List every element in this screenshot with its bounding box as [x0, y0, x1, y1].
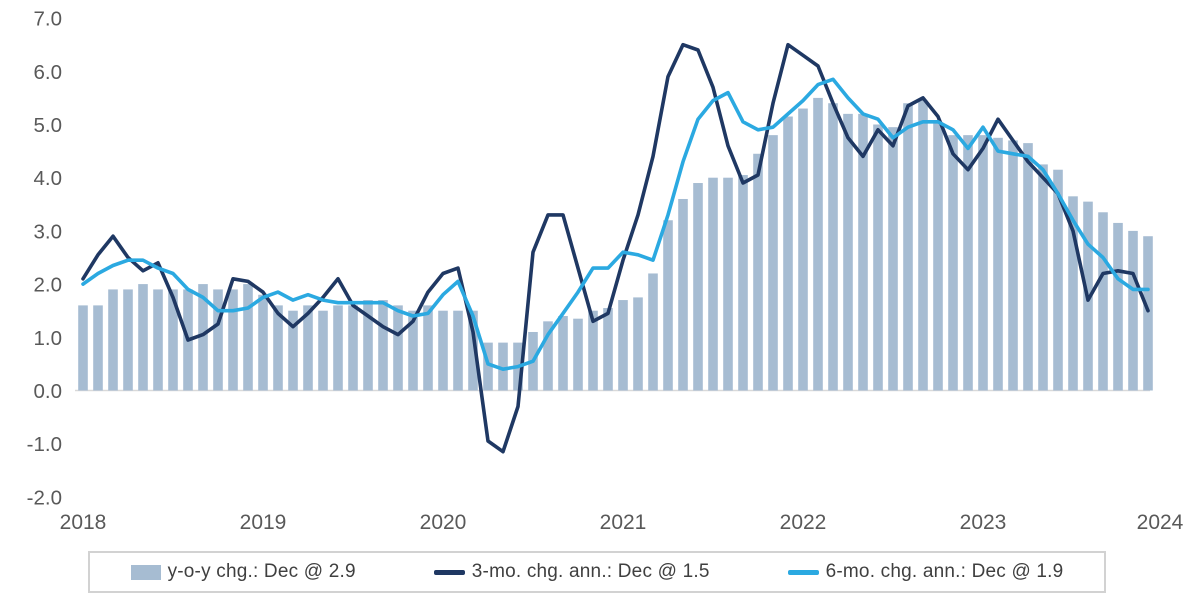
bar: [903, 103, 913, 391]
bar: [453, 310, 463, 391]
bar: [1068, 196, 1078, 391]
bar: [363, 300, 373, 391]
bar: [168, 289, 178, 391]
bar: [273, 305, 283, 391]
bar: [858, 113, 868, 391]
y-axis-tick-label: 5.0: [34, 114, 63, 137]
y-axis-tick-label: 0.0: [34, 380, 63, 403]
bar: [123, 289, 133, 391]
bar: [963, 135, 973, 391]
bar: [663, 220, 673, 391]
legend-item-6mo: 6-mo. chg. ann.: Dec @ 1.9: [787, 561, 1064, 583]
bar: [813, 97, 823, 391]
line-swatch-6mo: [787, 569, 819, 575]
bar: [933, 121, 943, 391]
bar: [408, 310, 418, 391]
bar-swatch: [130, 564, 161, 580]
bar: [1098, 212, 1108, 391]
bar: [423, 305, 433, 391]
x-axis-tick-label: 2024: [1137, 511, 1184, 534]
bar: [873, 124, 883, 391]
bar: [303, 305, 313, 391]
bar: [288, 310, 298, 391]
x-axis-tick-label: 2018: [60, 511, 107, 534]
bar: [888, 127, 898, 391]
line-3mo: [81, 42, 1150, 454]
bar: [1038, 164, 1048, 391]
bar: [603, 308, 613, 391]
y-axis-tick-label: 1.0: [34, 327, 63, 350]
bar: [798, 108, 808, 391]
bar: [78, 305, 88, 391]
bar: [783, 116, 793, 391]
bar: [198, 284, 208, 391]
legend-label-3mo: 3-mo. chg. ann.: Dec @ 1.5: [471, 561, 710, 582]
legend-label-6mo: 6-mo. chg. ann.: Dec @ 1.9: [825, 561, 1064, 582]
bar: [1113, 222, 1123, 391]
bar: [138, 284, 148, 391]
bar: [108, 289, 118, 391]
bar: [498, 342, 508, 391]
y-axis-tick-label: 6.0: [34, 61, 63, 84]
y-axis-tick-label: 7.0: [34, 8, 63, 31]
bar: [993, 137, 1003, 391]
legend-item-3mo: 3-mo. chg. ann.: Dec @ 1.5: [433, 561, 710, 583]
y-axis-tick-label: 4.0: [34, 167, 63, 190]
bar: [243, 284, 253, 391]
x-axis-tick-label: 2019: [240, 511, 287, 534]
bar: [543, 321, 553, 391]
bar: [318, 310, 328, 391]
x-axis-tick-label: 2021: [600, 511, 647, 534]
bar: [468, 310, 478, 391]
bar: [948, 135, 958, 391]
bar: [558, 316, 568, 391]
legend-item-yoy: y-o-y chg.: Dec @ 2.9: [130, 561, 356, 583]
x-axis-tick-label: 2022: [780, 511, 827, 534]
bar: [483, 342, 493, 391]
bar: [1008, 140, 1018, 391]
bar: [918, 100, 928, 391]
legend-label-yoy: y-o-y chg.: Dec @ 2.9: [167, 561, 356, 582]
bar: [573, 318, 583, 391]
bar: [843, 113, 853, 391]
y-axis-tick-label: -2.0: [27, 486, 62, 509]
bar: [678, 198, 688, 391]
bar: [93, 305, 103, 391]
bar: [828, 103, 838, 391]
bar: [768, 135, 778, 391]
line-6mo: [81, 77, 1150, 372]
y-axis-tick-label: 3.0: [34, 220, 63, 243]
bar: [633, 297, 643, 391]
bar: [378, 300, 388, 391]
bar: [723, 177, 733, 391]
bar: [333, 305, 343, 391]
bar: [618, 300, 628, 391]
bar: [393, 305, 403, 391]
y-axis-tick-label: -1.0: [27, 433, 62, 456]
bar: [693, 183, 703, 391]
line-swatch-3mo: [433, 569, 465, 575]
bar: [213, 289, 223, 391]
bar: [648, 273, 658, 391]
x-axis-tick-label: 2023: [960, 511, 1007, 534]
bar: [588, 310, 598, 391]
bar: [258, 294, 268, 391]
chart-legend: y-o-y chg.: Dec @ 2.9 3-mo. chg. ann.: D…: [88, 551, 1106, 593]
bar: [753, 153, 763, 391]
bar: [1143, 236, 1153, 391]
bar: [738, 175, 748, 391]
y-axis-tick-label: 2.0: [34, 274, 63, 297]
bar: [348, 305, 358, 391]
bar: [153, 289, 163, 391]
bar: [1053, 169, 1063, 391]
bar: [708, 177, 718, 391]
bar: [438, 310, 448, 391]
bar: [1128, 230, 1138, 391]
bar: [1023, 143, 1033, 391]
bar: [978, 135, 988, 391]
bar: [228, 289, 238, 391]
x-axis-tick-label: 2020: [420, 511, 467, 534]
